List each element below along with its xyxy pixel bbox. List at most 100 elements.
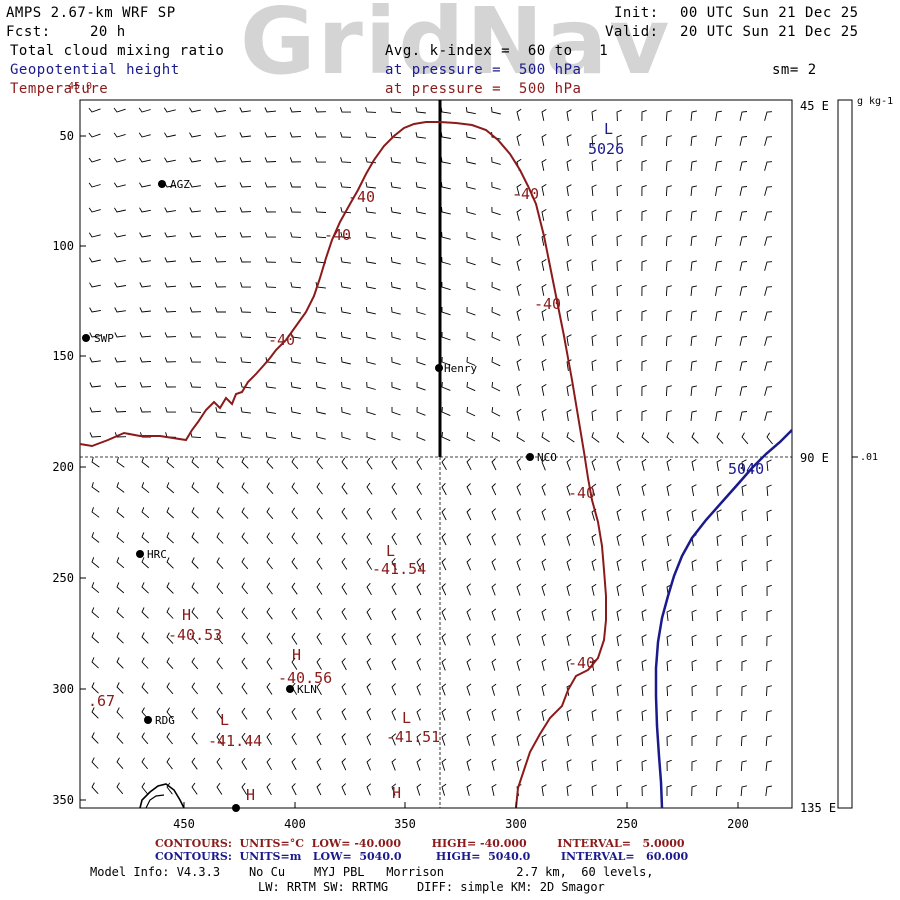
wind-barb (566, 558, 572, 571)
wind-barb (141, 457, 150, 468)
wind-barb (491, 483, 497, 496)
wind-barb (591, 209, 597, 222)
height-label: 5040 (728, 460, 764, 478)
wind-barb (189, 207, 201, 213)
wind-barb (366, 381, 376, 390)
wind-barb (91, 757, 99, 769)
wind-barb (164, 332, 177, 338)
wind-barb (114, 232, 126, 238)
wind-barb (441, 558, 447, 571)
wind-barb (440, 156, 451, 165)
wind-barb (739, 286, 748, 296)
wind-barb (189, 232, 202, 238)
wind-barb (666, 709, 672, 722)
wind-barb (141, 507, 150, 519)
wind-barb (466, 458, 472, 471)
wind-barb (641, 432, 650, 444)
wind-barb (265, 282, 277, 288)
wind-barb (591, 159, 597, 172)
wind-barb (641, 284, 647, 297)
wind-barb (516, 383, 522, 396)
wind-barb (541, 483, 547, 496)
wind-barb (641, 209, 647, 222)
wind-barb (265, 432, 276, 440)
wind-barb (291, 582, 298, 595)
wind-barb (716, 584, 722, 597)
wind-barb (91, 582, 100, 594)
wind-barb (566, 533, 572, 546)
wind-barb (715, 110, 722, 121)
wind-barb (239, 182, 252, 188)
wind-barb (516, 483, 522, 496)
wind-barb (441, 633, 446, 646)
wind-barb (416, 482, 422, 495)
wind-barb (166, 782, 173, 795)
wind-barb (541, 431, 550, 443)
wind-barb (690, 360, 697, 371)
wind-barb (341, 507, 348, 520)
wind-barb (739, 386, 748, 396)
wind-barb (114, 382, 127, 388)
wind-barb (739, 361, 748, 371)
wind-barb (616, 458, 622, 471)
wind-barb (491, 381, 501, 392)
wind-barb (241, 482, 249, 494)
wind-barb (88, 132, 101, 138)
wind-barb (315, 157, 327, 163)
wind-barb (591, 784, 597, 797)
wind-barb (291, 607, 298, 620)
wind-barb (166, 532, 174, 544)
wind-barb (365, 182, 376, 189)
y-tick-label: 50 (60, 129, 74, 143)
wind-barb (466, 533, 472, 546)
wind-barb (541, 184, 547, 196)
wind-barb (391, 683, 397, 696)
wind-barb (641, 534, 647, 546)
wind-barb (391, 407, 401, 416)
wind-barb (641, 659, 647, 671)
wind-barb (516, 708, 522, 721)
wind-barb (739, 111, 748, 121)
wind-barb (466, 282, 476, 291)
wind-barb (416, 733, 422, 746)
wind-barb (391, 758, 397, 771)
wind-barb (591, 284, 597, 297)
temp-label: -40 (268, 331, 295, 349)
wind-barb (516, 408, 522, 421)
wind-barb (216, 632, 224, 645)
wind-barb (666, 458, 672, 471)
wind-barb (316, 482, 323, 495)
wind-barb (441, 256, 451, 265)
wind-barb (739, 136, 748, 146)
wind-barb (315, 232, 327, 239)
wind-barb (240, 432, 251, 439)
wind-barb (316, 406, 326, 415)
wind-barb (616, 533, 622, 546)
wind-barb (764, 136, 773, 146)
y-tick-label: 200 (52, 460, 74, 474)
wind-barb (641, 259, 647, 272)
wind-barb (690, 235, 697, 246)
station-label: KLN (297, 683, 317, 696)
wind-barb (441, 583, 447, 596)
wind-barb (491, 458, 497, 471)
station-dot (232, 804, 240, 812)
watermark: GridNav (240, 0, 672, 95)
wind-barb (491, 683, 497, 696)
wind-barb (516, 283, 522, 296)
wind-barb (366, 582, 372, 596)
wind-barb (566, 134, 572, 146)
wind-barb (441, 482, 447, 496)
wind-barb (441, 457, 447, 471)
wind-barb (715, 785, 722, 797)
wind-barb (665, 185, 672, 197)
wind-barb (641, 458, 647, 471)
wind-barb (666, 659, 672, 672)
wind-barb (591, 558, 597, 571)
wind-barb (616, 134, 622, 147)
wind-barb (440, 132, 451, 139)
wind-barb (341, 431, 351, 440)
wind-barb (516, 508, 522, 521)
cloud-contour-inner (145, 794, 165, 809)
wind-barb (541, 284, 547, 296)
